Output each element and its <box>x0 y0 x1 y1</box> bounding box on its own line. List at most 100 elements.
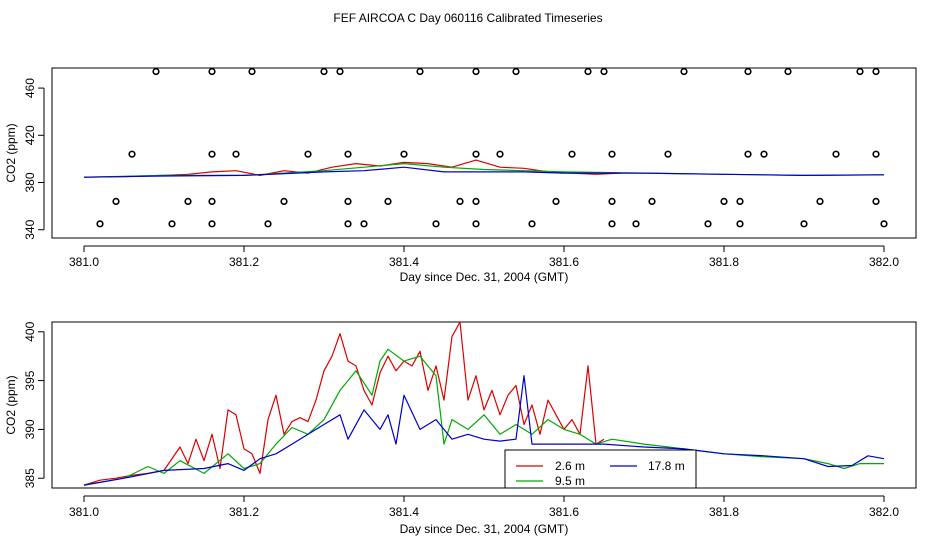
calibration-point <box>880 220 888 228</box>
calibration-point <box>248 67 256 76</box>
overview-series-2-6-m <box>83 159 621 178</box>
overview-x-tick-label: 382.0 <box>869 255 899 269</box>
calibration-point <box>736 197 744 206</box>
calibration-point <box>744 67 752 76</box>
calibration-point <box>280 197 288 206</box>
detail-y-tick-label: 390 <box>23 419 37 439</box>
detail-x-tick-label: 381.0 <box>69 505 99 519</box>
calibration-point <box>608 197 616 206</box>
overview-y-tick-label: 340 <box>23 219 37 239</box>
calibration-point <box>128 150 136 158</box>
calibration-point <box>872 67 880 76</box>
calibration-point <box>336 67 344 76</box>
calibration-point <box>304 150 312 158</box>
detail-y-axis: 385 390 395 400 <box>23 321 45 488</box>
overview-plot-frame <box>51 67 917 239</box>
calibration-point <box>496 150 504 158</box>
calibration-point <box>384 197 392 206</box>
detail-y-tick-label: 395 <box>23 370 37 390</box>
calibration-point <box>112 197 120 206</box>
calibration-point <box>264 220 272 228</box>
overview-x-label: Day since Dec. 31, 2004 (GMT) <box>400 270 569 284</box>
calibration-point <box>472 220 480 228</box>
calibration-point <box>816 197 824 206</box>
detail-x-tick-label: 381.6 <box>549 505 579 519</box>
detail-x-tick-label: 381.4 <box>389 505 419 519</box>
calibration-point <box>872 197 880 206</box>
detail-series-2-6-m <box>83 321 605 486</box>
calibration-point <box>832 150 840 158</box>
detail-series-9-5-m <box>83 348 884 486</box>
calibration-point <box>600 67 608 76</box>
detail-y-tick-label: 400 <box>23 321 37 341</box>
overview-y-tick-label: 380 <box>23 172 37 192</box>
overview-y-label: CO2 (ppm) <box>4 123 18 182</box>
calibration-point <box>208 150 216 158</box>
calibration-point <box>872 150 880 158</box>
detail-x-label: Day since Dec. 31, 2004 (GMT) <box>400 522 569 536</box>
calibration-point <box>856 67 864 76</box>
calibration-point <box>344 220 352 228</box>
calibration-point <box>648 197 656 206</box>
calibration-point <box>608 220 616 228</box>
chart-title: FEF AIRCOA C Day 060116 Calibrated Times… <box>333 11 602 25</box>
calibration-point <box>800 220 808 228</box>
detail-x-tick-label: 381.2 <box>229 505 259 519</box>
overview-y-axis: 340 380 420 460 <box>23 78 45 240</box>
detail-x-tick-label: 382.0 <box>869 505 899 519</box>
detail-plot-frame <box>51 321 917 489</box>
calibration-point <box>320 67 328 76</box>
overview-y-tick-label: 420 <box>23 125 37 145</box>
calibration-point <box>584 67 592 76</box>
overview-x-tick-label: 381.8 <box>709 255 739 269</box>
calibration-point <box>680 67 688 76</box>
calibration-point <box>720 197 728 206</box>
calibration-point <box>344 150 352 158</box>
calibration-point <box>208 67 216 76</box>
overview-x-tick-label: 381.0 <box>69 255 99 269</box>
detail-x-tick-label: 381.8 <box>709 505 739 519</box>
calibration-point <box>552 197 560 206</box>
detail-series-17-8-m <box>83 375 885 486</box>
overview-y-tick-label: 460 <box>23 78 37 98</box>
calibration-point <box>168 220 176 228</box>
legend-label-2-6m: 2.6 m <box>555 459 585 473</box>
calibration-point <box>400 150 408 158</box>
calibration-point <box>472 67 480 76</box>
overview-x-tick-label: 381.2 <box>229 255 259 269</box>
overview-panel: 381.0 381.2 381.4 381.6 381.8 382.0 340 380 420… <box>4 67 917 284</box>
detail-x-axis: 381.0 381.2 381.4 381.6 381.8 382.0 <box>69 495 899 519</box>
calibration-point <box>528 220 536 228</box>
calibration-point <box>152 67 160 76</box>
legend-label-9-5m: 9.5 m <box>555 474 585 488</box>
overview-calibration-points <box>96 67 888 228</box>
calibration-point <box>184 197 192 206</box>
calibration-point <box>232 150 240 158</box>
calibration-point <box>344 197 352 206</box>
detail-series <box>83 321 885 486</box>
calibration-point <box>416 67 424 76</box>
overview-series-17-8-m <box>83 166 885 178</box>
calibration-point <box>208 197 216 206</box>
detail-panel: 381.0 381.2 381.4 381.6 381.8 382.0 385 390 395… <box>4 321 917 536</box>
calibration-point <box>568 150 576 158</box>
legend-label-17-8m: 17.8 m <box>648 459 685 473</box>
calibration-point <box>632 220 640 228</box>
detail-y-label: CO2 (ppm) <box>4 375 18 434</box>
calibration-point <box>208 220 216 228</box>
calibration-point <box>512 67 520 76</box>
overview-x-tick-label: 381.4 <box>389 255 419 269</box>
calibration-point <box>744 150 752 158</box>
calibration-point <box>784 67 792 76</box>
calibration-point <box>472 197 480 206</box>
overview-series <box>83 159 885 178</box>
calibration-point <box>472 150 480 158</box>
legend: 2.6 m 17.8 m 9.5 m <box>504 449 697 489</box>
calibration-point <box>432 220 440 228</box>
calibration-point <box>664 150 672 158</box>
detail-y-tick-label: 385 <box>23 468 37 488</box>
overview-x-tick-label: 381.6 <box>549 255 579 269</box>
overview-x-axis: 381.0 381.2 381.4 381.6 381.8 382.0 <box>69 245 899 269</box>
calibration-point <box>608 150 616 158</box>
